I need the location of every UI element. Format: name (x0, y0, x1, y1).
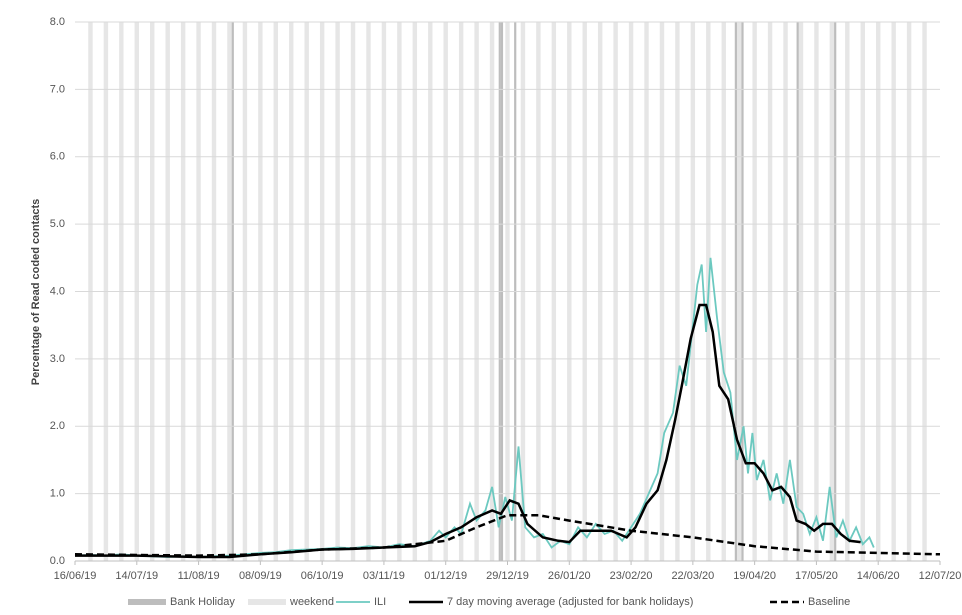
y-tick-label: 1.0 (50, 488, 65, 500)
x-tick-label: 12/07/20 (919, 570, 962, 582)
y-tick-label: 2.0 (50, 420, 65, 432)
y-tick-label: 3.0 (50, 353, 65, 365)
y-tick-label: 6.0 (50, 151, 65, 163)
series-line (74, 257, 875, 558)
x-tick-label: 06/10/19 (301, 570, 344, 582)
x-tick-label: 17/05/20 (795, 570, 838, 582)
x-tick-label: 26/01/20 (548, 570, 591, 582)
x-tick-label: 19/04/20 (733, 570, 776, 582)
legend-swatch (248, 599, 286, 605)
x-tick-label: 16/06/19 (54, 570, 97, 582)
legend-label: weekend (289, 596, 334, 608)
x-tick-label: 23/02/20 (610, 570, 653, 582)
x-tick-label: 14/07/19 (115, 570, 158, 582)
legend-swatch (128, 599, 166, 605)
x-tick-label: 01/12/19 (424, 570, 467, 582)
series-line (74, 513, 941, 557)
x-tick-label: 08/09/19 (239, 570, 282, 582)
y-tick-label: 8.0 (50, 16, 65, 28)
x-tick-label: 03/11/19 (363, 570, 405, 582)
y-axis-label: Percentage of Read coded contacts (30, 199, 42, 385)
legend-label: 7 day moving average (adjusted for bank … (447, 596, 693, 608)
x-tick-label: 14/06/20 (857, 570, 900, 582)
x-tick-label: 11/08/19 (178, 570, 220, 582)
legend-label: Baseline (808, 596, 850, 608)
legend-label: Bank Holiday (170, 596, 235, 608)
x-tick-label: 29/12/19 (486, 570, 529, 582)
y-tick-label: 4.0 (50, 285, 65, 297)
legend-label: ILI (374, 596, 386, 608)
y-tick-label: 0.0 (50, 555, 65, 567)
y-tick-label: 7.0 (50, 83, 65, 95)
y-tick-label: 5.0 (50, 218, 65, 230)
series-line (75, 303, 861, 559)
x-tick-label: 22/03/20 (671, 570, 714, 582)
